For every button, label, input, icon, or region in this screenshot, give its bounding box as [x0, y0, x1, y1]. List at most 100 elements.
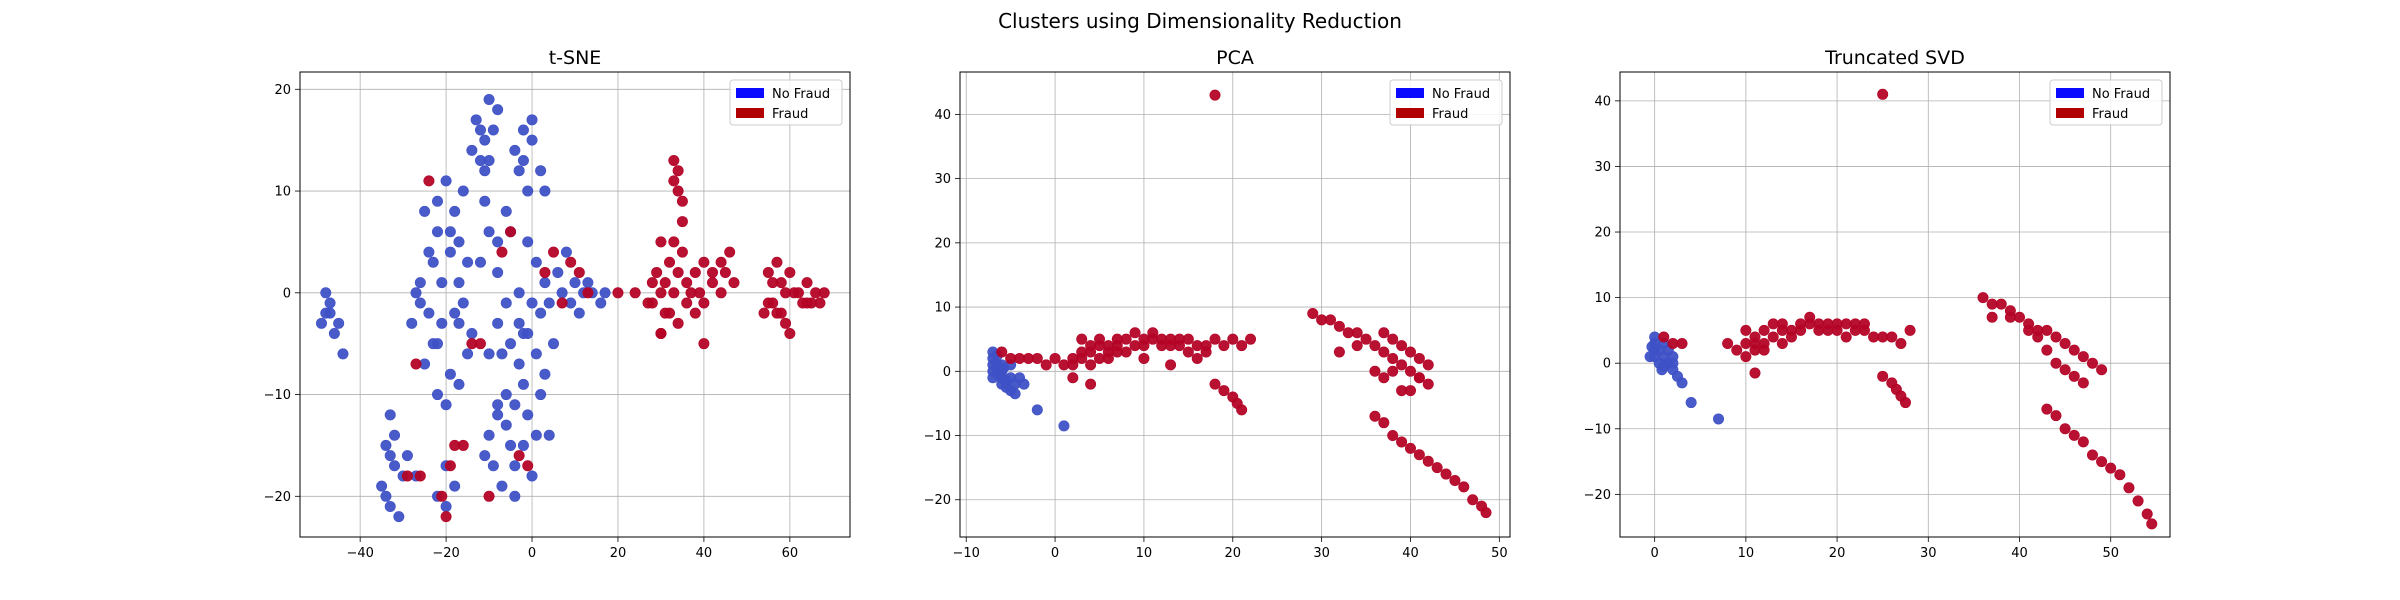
data-point [474, 256, 486, 268]
data-point [664, 256, 676, 268]
data-point [715, 256, 727, 268]
y-tick-label: 0 [1603, 357, 1611, 372]
data-point [595, 297, 607, 309]
data-point [1209, 89, 1221, 101]
data-point [376, 480, 388, 492]
data-point [676, 216, 688, 228]
legend-label: No Fraud [2092, 87, 2150, 102]
y-tick-label: −20 [264, 490, 291, 505]
data-point [1422, 378, 1434, 390]
data-point [771, 256, 783, 268]
data-point [1369, 410, 1381, 422]
x-tick-label: 40 [1402, 546, 1419, 561]
data-point [2096, 364, 2108, 376]
data-point [1722, 338, 1734, 350]
data-point [535, 389, 547, 401]
axes-frame [1619, 71, 2171, 538]
data-point [431, 226, 443, 238]
data-point [552, 266, 564, 278]
data-point [780, 287, 792, 299]
data-point [333, 317, 345, 329]
data-point [453, 236, 465, 248]
y-tick-label: 10 [274, 185, 291, 200]
data-point [1904, 324, 1916, 336]
data-point [539, 266, 551, 278]
data-point [1685, 397, 1697, 409]
data-point [492, 409, 504, 421]
data-point [1899, 397, 1911, 409]
legend: No Fraud Fraud [729, 79, 843, 126]
data-point [1886, 331, 1898, 343]
data-point [444, 460, 456, 472]
data-point [1676, 338, 1688, 350]
data-point [509, 460, 521, 472]
data-point [1396, 340, 1408, 352]
data-point [526, 297, 538, 309]
data-point [548, 338, 560, 350]
data-point [1396, 385, 1408, 397]
data-point [1076, 346, 1088, 358]
data-point [492, 104, 504, 116]
data-point [1067, 372, 1079, 384]
data-point [320, 287, 332, 299]
legend-label: No Fraud [772, 87, 830, 102]
data-point [410, 358, 422, 370]
data-point [517, 155, 529, 167]
data-point [440, 175, 452, 187]
data-point [2050, 357, 2062, 369]
data-point [389, 460, 401, 472]
data-point [1404, 346, 1416, 358]
data-point [2123, 482, 2135, 494]
data-point [505, 226, 517, 238]
data-point [492, 266, 504, 278]
x-tick-label: −10 [953, 546, 980, 561]
data-point [436, 277, 448, 289]
data-point [784, 327, 796, 339]
data-point [1387, 352, 1399, 364]
data-point [496, 348, 508, 360]
data-point [2132, 495, 2144, 507]
data-point [384, 450, 396, 462]
data-point [496, 246, 508, 258]
data-point [324, 297, 336, 309]
data-point [569, 277, 581, 289]
data-point [1858, 318, 1870, 330]
data-point [522, 327, 534, 339]
data-point [1191, 352, 1203, 364]
legend-swatch [736, 88, 764, 98]
data-point [1396, 436, 1408, 448]
x-tick-label: 60 [782, 546, 799, 561]
data-point [1387, 333, 1399, 345]
data-point [659, 277, 671, 289]
data-point [556, 297, 568, 309]
x-tick-label: 50 [2102, 546, 2119, 561]
data-point [1646, 341, 1658, 353]
data-point [517, 378, 529, 390]
data-point [706, 277, 718, 289]
data-point [1333, 346, 1345, 358]
data-point [2141, 508, 2153, 520]
data-point [724, 246, 736, 258]
data-point [530, 256, 542, 268]
data-point [1307, 307, 1319, 319]
data-point [2096, 456, 2108, 468]
data-point [1467, 494, 1479, 506]
series-fraud [996, 89, 1492, 519]
data-point [505, 439, 517, 451]
data-point [1120, 346, 1132, 358]
data-point [2086, 449, 2098, 461]
data-point [676, 195, 688, 207]
data-point [337, 348, 349, 360]
y-tick-label: 30 [934, 172, 951, 187]
data-point [1840, 331, 1852, 343]
data-point [410, 287, 422, 299]
data-point [522, 236, 534, 248]
y-tick-label: 10 [1594, 291, 1611, 306]
data-point [792, 287, 804, 299]
data-point [380, 490, 392, 502]
data-point [423, 246, 435, 258]
data-point [706, 266, 718, 278]
data-point [1749, 367, 1761, 379]
data-point [462, 256, 474, 268]
data-point [1351, 327, 1363, 339]
